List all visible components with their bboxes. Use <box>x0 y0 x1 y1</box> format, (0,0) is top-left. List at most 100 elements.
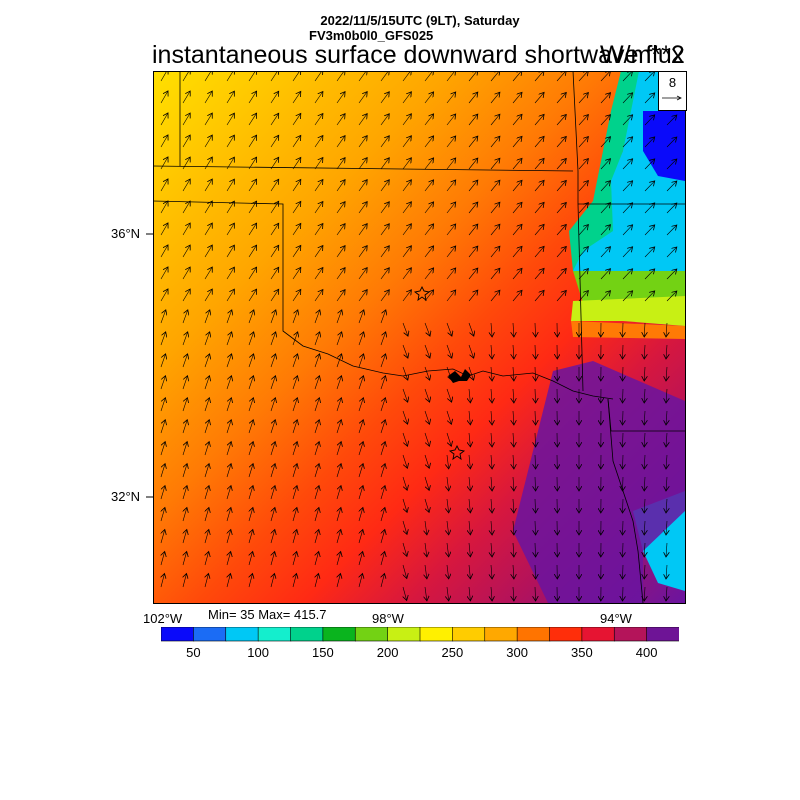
colorbar <box>161 627 679 642</box>
wind-arrow <box>535 388 536 403</box>
wind-arrow <box>666 388 667 403</box>
wind-arrow <box>358 442 363 456</box>
cloud-yellow-band <box>571 296 685 326</box>
state-borders <box>153 71 685 603</box>
wind-arrow <box>623 564 624 579</box>
wind-arrow <box>380 202 389 214</box>
wind-arrow <box>337 552 341 566</box>
wind-arrow <box>425 586 427 601</box>
wind-arrow <box>578 269 588 280</box>
wind-arrow <box>535 520 536 535</box>
colorbar-label: 200 <box>376 645 399 660</box>
wind-arrow <box>469 388 470 403</box>
wind-arrow <box>424 344 430 358</box>
wind-arrow <box>556 269 566 280</box>
wind-arrow <box>622 159 633 170</box>
wind-arrow <box>183 574 187 588</box>
wind-arrow <box>556 247 566 258</box>
wind-arrow <box>622 225 633 236</box>
wind-arrow <box>402 290 411 302</box>
wind-arrow <box>446 136 456 148</box>
wind-arrow <box>336 442 341 456</box>
wind-arrow <box>491 498 492 513</box>
wind-arrow <box>292 245 301 258</box>
colorbar-label: 100 <box>247 645 269 660</box>
wind-arrow <box>160 332 166 346</box>
wind-arrow <box>183 486 187 500</box>
wind-arrow <box>535 454 536 469</box>
wind-arrow <box>600 269 611 280</box>
wind-arrow <box>556 181 566 192</box>
wind-arrow <box>160 267 168 280</box>
wind-arrow <box>336 158 345 170</box>
wind-arrow <box>270 464 275 478</box>
wind-arrow <box>534 268 544 280</box>
wind-arrow <box>535 344 536 359</box>
wind-arrow <box>666 247 677 258</box>
wind-arrow <box>535 586 536 601</box>
wind-arrow <box>380 180 389 192</box>
wind-arrow <box>491 586 492 601</box>
wind-arrow <box>424 476 429 490</box>
wind-arrow <box>622 137 633 148</box>
colorbar-swatch <box>354 627 389 642</box>
wind-arrow <box>292 135 301 148</box>
wind-arrow <box>204 376 210 390</box>
wind-arrow <box>402 454 407 468</box>
wind-arrow <box>204 332 210 346</box>
wind-arrow <box>380 268 389 280</box>
wind-arrow <box>491 476 492 491</box>
wind-arrow <box>314 268 323 280</box>
colorbar-swatch <box>581 627 616 642</box>
wind-arrow <box>446 344 452 358</box>
wind-arrow <box>336 246 345 258</box>
wind-arrow <box>513 454 514 469</box>
wind-arrow <box>600 115 611 126</box>
wind-arrow <box>314 224 323 236</box>
wind-arrow <box>644 159 655 170</box>
wind-arrow <box>227 508 231 522</box>
wind-arrow <box>644 586 645 601</box>
wind-arrow <box>403 586 407 601</box>
wind-arrow <box>512 290 522 302</box>
wind-arrow <box>644 366 645 381</box>
colorbar-swatch <box>484 627 518 642</box>
colorbar-swatch <box>387 627 421 642</box>
wind-arrow <box>293 574 297 588</box>
wind-arrow <box>512 268 522 280</box>
wind-arrow <box>358 398 363 412</box>
wind-arrow <box>644 454 645 469</box>
wind-arrow <box>314 114 323 126</box>
min-max-label: Min= 35 Max= 415.7 <box>208 607 327 622</box>
wind-arrow <box>512 114 522 126</box>
wind-arrow <box>644 520 645 535</box>
wind-arrow <box>359 552 363 566</box>
wind-arrow <box>534 290 544 302</box>
wind-arrow <box>160 223 168 236</box>
wind-arrow <box>292 267 301 280</box>
wind-arrow <box>336 180 345 192</box>
wind-arrow <box>535 476 536 491</box>
wind-arrow <box>204 223 212 236</box>
wind-arrow <box>403 564 407 579</box>
wind-arrow <box>249 552 253 566</box>
wind-arrow <box>644 115 655 126</box>
wind-arrow <box>292 376 298 390</box>
wind-arrow <box>381 552 385 566</box>
wind-arrow <box>270 420 275 434</box>
wind-arrow <box>534 224 544 236</box>
wind-arrow <box>491 366 492 381</box>
wind-arrow <box>248 310 254 324</box>
wind-arrow <box>336 290 345 302</box>
wind-arrow <box>292 289 301 302</box>
wind-arrow <box>402 246 411 258</box>
wind-arrow <box>182 135 190 148</box>
wind-arrow <box>512 136 522 148</box>
wind-arrow <box>380 376 386 390</box>
wind-arrow <box>358 224 367 236</box>
wind-arrow <box>424 366 430 380</box>
wind-arrow <box>513 564 514 579</box>
wind-arrow <box>358 246 367 258</box>
wind-arrow <box>205 552 209 566</box>
wind-arrow <box>358 180 367 192</box>
